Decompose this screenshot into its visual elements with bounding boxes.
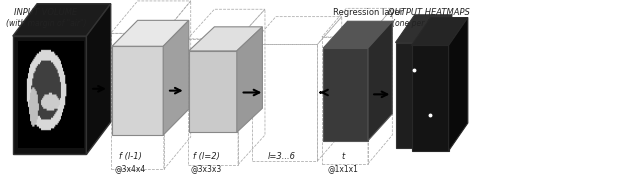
Polygon shape — [323, 48, 368, 141]
Polygon shape — [412, 18, 468, 45]
Text: @1x1x1: @1x1x1 — [328, 164, 358, 173]
Polygon shape — [86, 4, 111, 154]
Text: f (l-1): f (l-1) — [119, 152, 142, 161]
Text: Regression layer: Regression layer — [333, 8, 403, 16]
Text: @3x4x4: @3x4x4 — [115, 164, 146, 173]
Text: (with margin of "air"): (with margin of "air") — [6, 19, 86, 28]
Polygon shape — [163, 20, 189, 135]
Polygon shape — [396, 15, 452, 43]
Text: @3x3x3: @3x3x3 — [191, 164, 221, 173]
Polygon shape — [323, 21, 392, 48]
Polygon shape — [433, 15, 452, 148]
Polygon shape — [189, 27, 262, 51]
Text: f (l=2): f (l=2) — [193, 152, 220, 161]
Polygon shape — [112, 20, 189, 46]
Polygon shape — [112, 46, 163, 135]
Polygon shape — [237, 27, 262, 132]
Text: OUTPUT HEATMAPS: OUTPUT HEATMAPS — [388, 8, 470, 16]
Polygon shape — [368, 21, 392, 141]
Text: l=3...6: l=3...6 — [268, 152, 296, 161]
Polygon shape — [449, 18, 468, 151]
Text: t: t — [341, 152, 345, 161]
Polygon shape — [396, 43, 433, 148]
Polygon shape — [13, 36, 86, 154]
Text: (one per landmark): (one per landmark) — [392, 19, 466, 28]
Polygon shape — [189, 51, 237, 132]
Polygon shape — [13, 4, 111, 36]
Polygon shape — [412, 45, 449, 151]
Text: INPUT VOLUME: INPUT VOLUME — [15, 8, 77, 16]
